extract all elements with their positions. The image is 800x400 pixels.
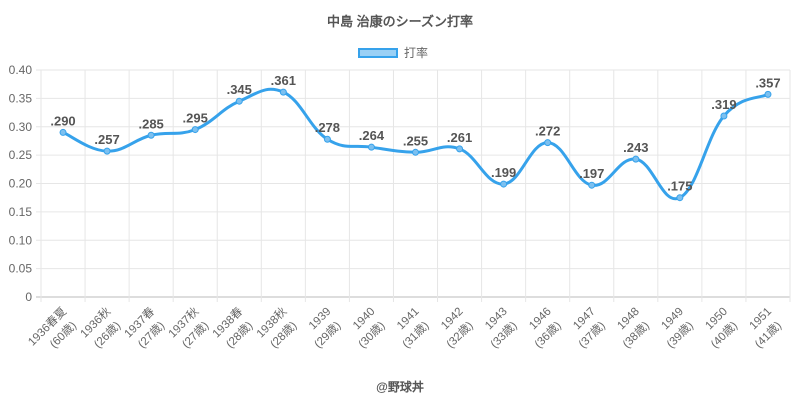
data-point xyxy=(59,128,67,136)
data-label: .357 xyxy=(755,75,780,90)
data-point xyxy=(279,88,287,96)
data-label: .272 xyxy=(535,124,560,139)
data-point xyxy=(500,180,508,188)
data-point xyxy=(676,194,684,202)
data-label: .345 xyxy=(227,82,252,97)
y-tick-label: 0.30 xyxy=(9,120,33,134)
data-label: .175 xyxy=(667,179,692,194)
y-tick-label: 0 xyxy=(25,290,32,304)
data-point xyxy=(632,155,640,163)
data-point xyxy=(764,90,772,98)
y-tick-label: 0.25 xyxy=(9,148,33,162)
data-label: .290 xyxy=(50,113,75,128)
data-point xyxy=(103,147,111,155)
y-tick-label: 0.40 xyxy=(9,63,33,77)
data-point xyxy=(235,97,243,105)
legend-item[interactable]: 打率 xyxy=(358,44,428,61)
data-point xyxy=(544,139,552,147)
data-point xyxy=(588,181,596,189)
data-point xyxy=(191,126,199,134)
data-label: .261 xyxy=(447,130,472,145)
data-point xyxy=(456,145,464,153)
data-label: .278 xyxy=(315,120,340,135)
data-label: .257 xyxy=(94,132,119,147)
y-tick-label: 0.05 xyxy=(9,262,33,276)
data-label: .243 xyxy=(623,140,648,155)
data-point xyxy=(367,143,375,151)
y-tick-label: 0.20 xyxy=(9,177,33,191)
data-label: .295 xyxy=(183,111,208,126)
data-label: .361 xyxy=(271,73,296,88)
y-tick-label: 0.10 xyxy=(9,233,33,247)
data-point xyxy=(147,131,155,139)
data-label: .255 xyxy=(403,133,428,148)
series-line xyxy=(62,87,769,201)
y-tick-label: 0.15 xyxy=(9,205,33,219)
y-tick-label: 0.35 xyxy=(9,91,33,105)
credit-text: @野球丼 xyxy=(376,380,424,394)
data-label: .199 xyxy=(491,165,516,180)
data-label: .319 xyxy=(711,97,736,112)
data-point xyxy=(323,135,331,143)
data-label: .264 xyxy=(359,128,385,143)
legend-swatch xyxy=(358,47,398,58)
legend-label: 打率 xyxy=(404,46,429,60)
data-point xyxy=(720,112,728,120)
chart-title: 中島 治康のシーズン打率 xyxy=(327,14,473,29)
data-label: .197 xyxy=(579,166,604,181)
data-point xyxy=(412,148,419,156)
data-label: .285 xyxy=(138,116,163,131)
